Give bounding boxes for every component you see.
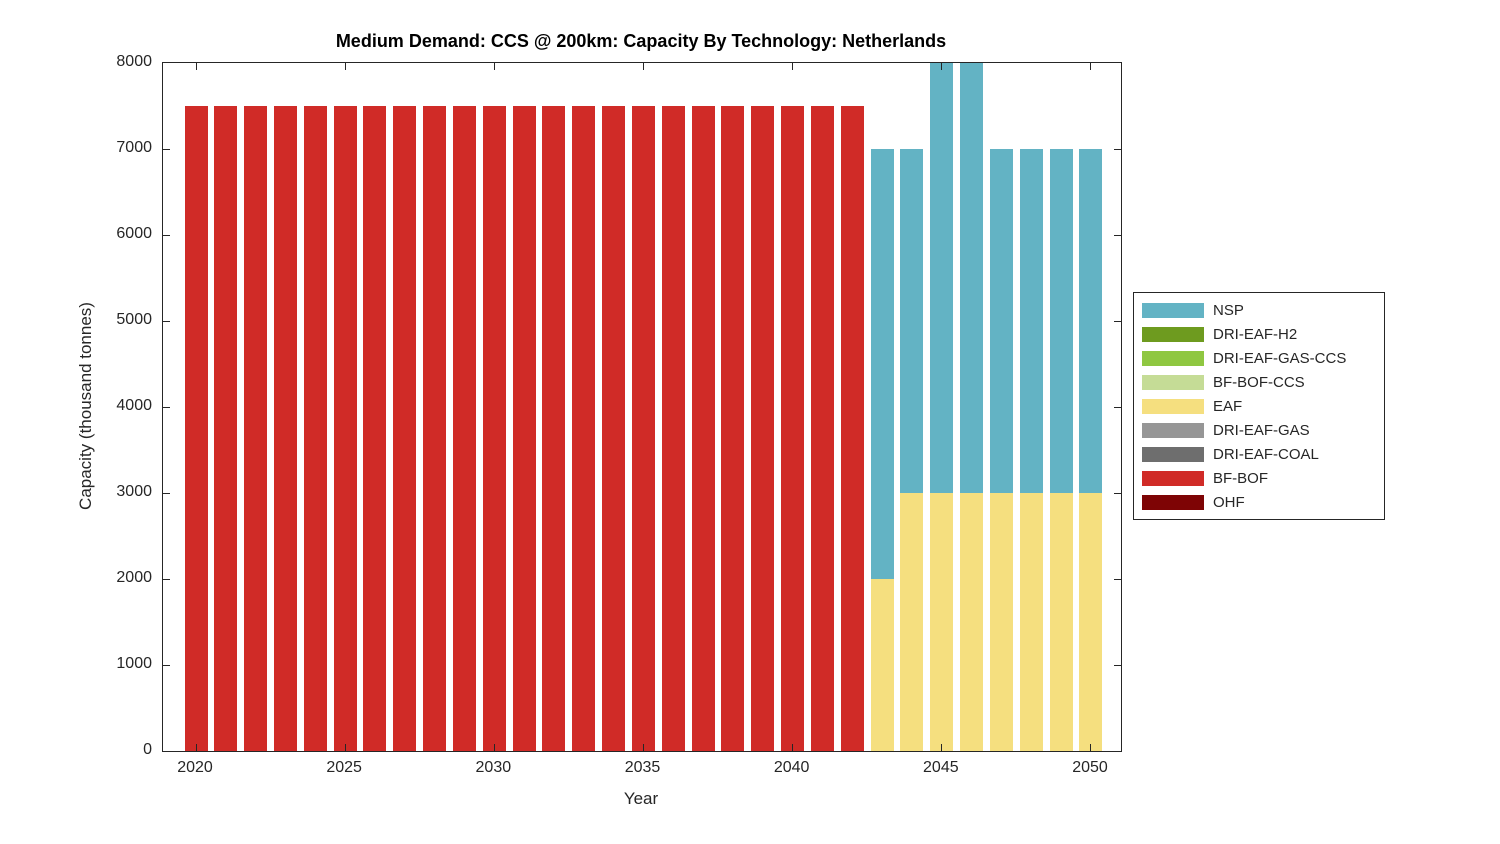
x-tick-label: 2030 xyxy=(475,759,512,776)
bar-segment-nsp xyxy=(1079,149,1103,493)
x-tick-label: 2040 xyxy=(773,759,810,776)
bar-segment-bf-bof xyxy=(572,106,596,751)
legend-swatch xyxy=(1142,494,1204,510)
legend-item: DRI-EAF-COAL xyxy=(1142,442,1384,466)
chart-title: Medium Demand: CCS @ 200km: Capacity By … xyxy=(335,31,947,51)
legend-label: OHF xyxy=(1213,493,1245,511)
legend-label: DRI-EAF-COAL xyxy=(1213,445,1319,463)
bar-segment-bf-bof xyxy=(721,106,745,751)
x-tick-label: 2045 xyxy=(923,759,959,776)
bar-segment-bf-bof xyxy=(751,106,775,751)
bar-segment-bf-bof xyxy=(333,106,357,751)
bar-segment-bf-bof xyxy=(303,106,327,751)
bar-segment-eaf xyxy=(989,493,1013,751)
legend: NSP DRI-EAF-H2 DRI-EAF-GAS-CCS BF-BOF-CCS EA… xyxy=(1133,292,1385,520)
legend-item: OHF xyxy=(1142,490,1384,514)
bar-segment-nsp xyxy=(870,149,894,579)
bar-segment-bf-bof xyxy=(214,106,238,751)
legend-item: EAF xyxy=(1142,394,1384,418)
bar-segment-bf-bof xyxy=(691,106,715,751)
bar-segment-bf-bof xyxy=(363,106,387,751)
x-tick-label: 2025 xyxy=(326,759,362,776)
bar-segment-bf-bof xyxy=(452,106,476,751)
x-tick-label: 2050 xyxy=(1072,759,1108,776)
legend-swatch xyxy=(1142,470,1204,486)
legend-label: DRI-EAF-GAS-CCS xyxy=(1213,349,1347,367)
bar-segment-bf-bof xyxy=(542,106,566,751)
legend-label: EAF xyxy=(1213,397,1243,415)
legend-item: BF-BOF xyxy=(1142,466,1384,490)
bar-segment-bf-bof xyxy=(661,106,685,751)
y-tick-label: 0 xyxy=(143,741,152,758)
bar-segment-bf-bof xyxy=(781,106,805,751)
legend-item: NSP xyxy=(1142,298,1384,322)
legend-swatch xyxy=(1142,350,1204,366)
plot-area xyxy=(162,62,1122,752)
bar-segment-bf-bof xyxy=(393,106,417,751)
bar-segment-eaf xyxy=(1019,493,1043,751)
legend-swatch xyxy=(1142,398,1204,414)
legend-swatch xyxy=(1142,326,1204,342)
bar-segment-bf-bof xyxy=(184,106,208,751)
bar-segment-bf-bof xyxy=(244,106,268,751)
legend-item: DRI-EAF-GAS xyxy=(1142,418,1384,442)
legend-swatch xyxy=(1142,374,1204,390)
bar-segment-bf-bof xyxy=(273,106,297,751)
bar-segment-nsp xyxy=(989,149,1013,493)
bar-segment-nsp xyxy=(900,149,924,493)
x-tick-label: 2020 xyxy=(177,759,213,776)
x-axis-label: Year xyxy=(623,789,659,808)
legend-item: BF-BOF-CCS xyxy=(1142,370,1384,394)
bar-segment-eaf xyxy=(1049,493,1073,751)
bar-segment-nsp xyxy=(1019,149,1043,493)
legend-item: DRI-EAF-H2 xyxy=(1142,322,1384,346)
y-tick-label: 6000 xyxy=(116,225,152,242)
y-tick-label: 8000 xyxy=(116,53,152,70)
bar-segment-bf-bof xyxy=(602,106,626,751)
bar-segment-eaf xyxy=(870,579,894,751)
legend-item: DRI-EAF-GAS-CCS xyxy=(1142,346,1384,370)
legend-label: DRI-EAF-H2 xyxy=(1213,325,1298,343)
legend-swatch xyxy=(1142,446,1204,462)
bar-segment-nsp xyxy=(960,63,984,493)
bar-segment-bf-bof xyxy=(512,106,536,751)
y-tick-label: 3000 xyxy=(116,483,152,500)
bar-segment-eaf xyxy=(930,493,954,751)
y-tick-label: 7000 xyxy=(116,139,152,156)
bar-segment-bf-bof xyxy=(423,106,447,751)
legend-label: NSP xyxy=(1213,301,1244,319)
bar-segment-bf-bof xyxy=(840,106,864,751)
bar-segment-eaf xyxy=(900,493,924,751)
y-tick-label: 5000 xyxy=(116,311,152,328)
x-tick-label: 2035 xyxy=(624,759,661,776)
y-tick-label: 1000 xyxy=(116,655,152,672)
bar-segment-bf-bof xyxy=(482,106,506,751)
bars-layer xyxy=(163,63,1121,751)
bar-segment-bf-bof xyxy=(810,106,834,751)
bar-segment-bf-bof xyxy=(631,106,655,751)
legend-swatch xyxy=(1142,422,1204,438)
legend-swatch xyxy=(1142,302,1204,318)
legend-label: BF-BOF-CCS xyxy=(1213,373,1305,391)
legend-label: BF-BOF xyxy=(1213,469,1268,487)
bar-segment-eaf xyxy=(960,493,984,751)
legend-label: DRI-EAF-GAS xyxy=(1213,421,1310,439)
y-tick-label: 4000 xyxy=(116,397,152,414)
bar-segment-nsp xyxy=(1049,149,1073,493)
bar-segment-eaf xyxy=(1079,493,1103,751)
y-tick-label: 2000 xyxy=(116,569,152,586)
bar-segment-nsp xyxy=(930,63,954,493)
